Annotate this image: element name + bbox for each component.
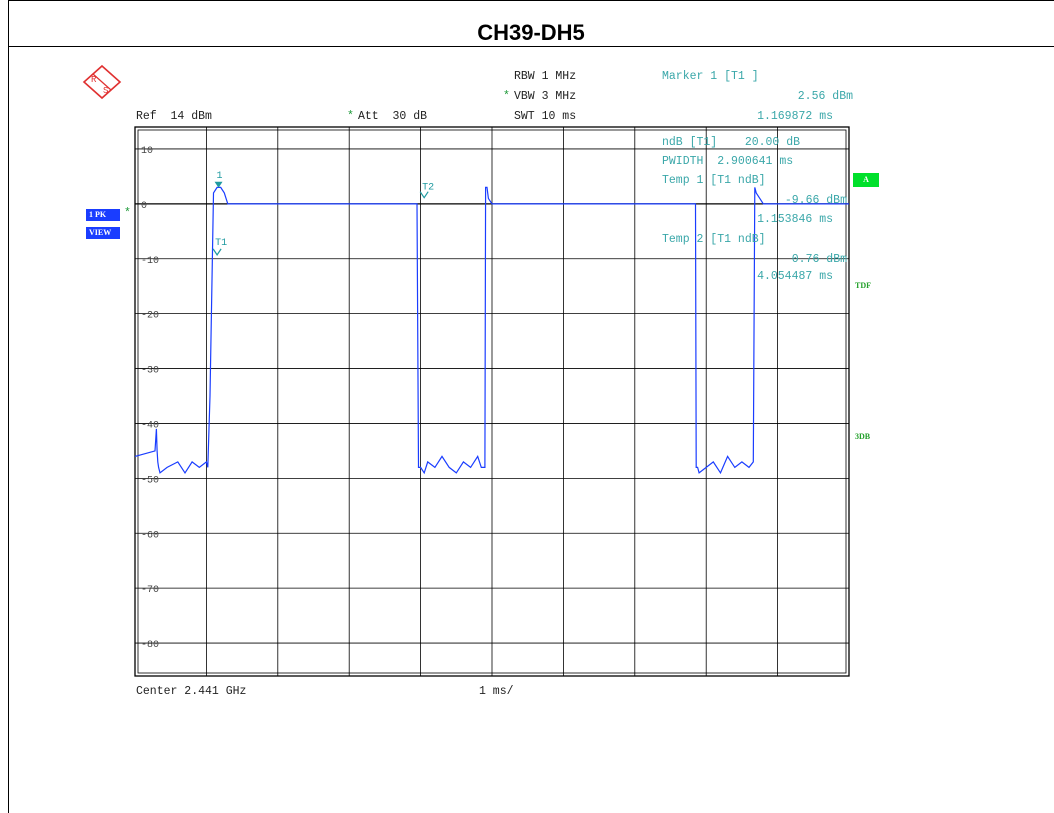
marker-t1-label: T1 [215, 238, 227, 249]
marker-t2-icon [419, 191, 429, 199]
att-star: * [347, 110, 354, 123]
view-label: VIEW [86, 227, 120, 239]
tdf-label: TDF [855, 281, 871, 290]
svg-text:R: R [91, 75, 97, 85]
ref-level: Ref 14 dBm [136, 110, 212, 123]
y-tick-label: -80 [141, 640, 159, 651]
y-tick-label: -10 [141, 256, 159, 267]
page-frame [8, 0, 1054, 813]
chart-title: CH39-DH5 [477, 20, 585, 45]
swt-setting: SWT 10 ms [514, 110, 577, 123]
temp2-time: 4.054487 ms [757, 270, 833, 283]
svg-text:S: S [103, 86, 108, 96]
y-tick-label: -30 [141, 366, 159, 377]
trace-line [134, 186, 849, 475]
y-tick-label: 0 [141, 201, 147, 212]
marker-t1-icon [212, 248, 222, 256]
temp2-level: 0.76 dBm [791, 253, 847, 266]
pwidth-readout: PWIDTH 2.900641 ms [662, 155, 794, 168]
marker-t2-label: T2 [422, 183, 434, 194]
marker1-level: 2.56 dBm [797, 90, 853, 103]
y-tick-label: -20 [141, 311, 159, 322]
trace-a-box: A [853, 173, 879, 187]
time-per-division: 1 ms/ [479, 685, 514, 698]
y-tick-label: -70 [141, 585, 159, 596]
y-tick-label: -40 [141, 420, 159, 431]
temp2-title: Temp 2 [T1 ndB] [662, 233, 766, 246]
trace-star: * [124, 207, 131, 220]
title-bar: CH39-DH5 [8, 0, 1054, 47]
marker-1-label: 1 [217, 171, 223, 182]
marker1-time: 1.169872 ms [757, 110, 833, 123]
temp1-time: 1.153846 ms [757, 213, 833, 226]
marker1-title: Marker 1 [T1 ] [662, 70, 759, 83]
center-frequency: Center 2.441 GHz [136, 685, 247, 698]
rbw-setting: RBW 1 MHz [514, 70, 577, 83]
ndb-readout: ndB [T1] 20.00 dB [662, 136, 801, 149]
attenuation: Att 30 dB [358, 110, 428, 123]
temp1-level: -9.66 dBm [784, 194, 847, 207]
3db-label: 3DB [855, 432, 871, 441]
y-tick-label: -50 [141, 475, 159, 486]
vbw-star: * [503, 90, 510, 103]
y-tick-label: 10 [141, 146, 153, 157]
trace-label: 1 PK [86, 209, 120, 221]
temp1-title: Temp 1 [T1 ndB] [662, 174, 766, 187]
y-tick-label: -60 [141, 530, 159, 541]
rs-logo-icon: R S [82, 64, 122, 100]
marker-1-icon [214, 181, 223, 188]
vbw-setting: VBW 3 MHz [514, 90, 577, 103]
